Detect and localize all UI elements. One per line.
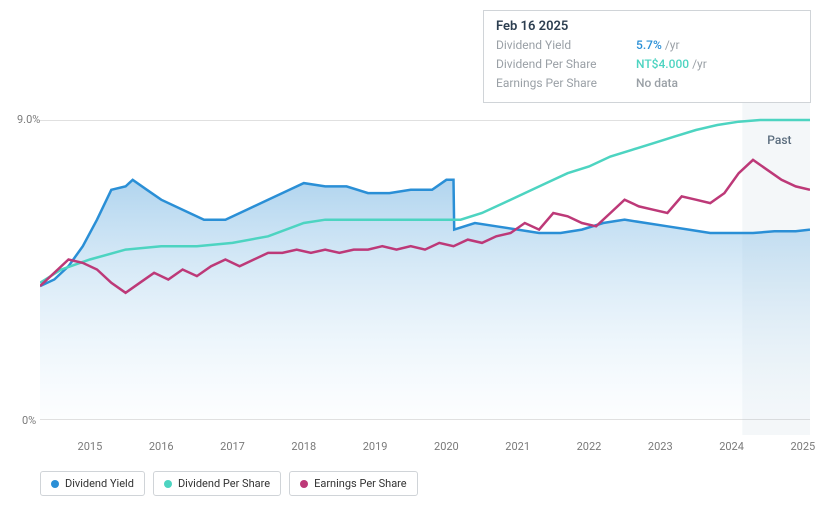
legend-dot-icon [300, 480, 308, 488]
legend: Dividend Yield Dividend Per Share Earnings… [40, 471, 418, 496]
x-axis-tick: 2021 [505, 440, 530, 453]
x-axis-tick: 2018 [291, 440, 316, 453]
legend-item[interactable]: Earnings Per Share [289, 471, 418, 496]
tooltip-row: Dividend Per ShareNT$4.000/yr [496, 55, 798, 74]
legend-label: Earnings Per Share [314, 477, 407, 490]
tooltip-value: 5.7% [636, 36, 662, 55]
x-axis-tick: 2017 [220, 440, 245, 453]
x-axis-tick: 2025 [790, 440, 815, 453]
chart-container: 9.0% 0% Past 2015 2016 2017 2018 2019 2020 202… [0, 0, 821, 508]
past-label: Past [767, 133, 791, 147]
legend-item[interactable]: Dividend Per Share [153, 471, 281, 496]
dividend-yield-area [40, 180, 810, 419]
tooltip-box: Feb 16 2025 Dividend Yield5.7%/yrDividen… [483, 10, 811, 103]
tooltip-unit: /yr [692, 55, 707, 74]
x-axis-tick: 2015 [78, 440, 103, 453]
x-axis-tick: 2016 [149, 440, 174, 453]
legend-dot-icon [164, 480, 172, 488]
tooltip-label: Dividend Yield [496, 36, 636, 55]
tooltip-value: No data [636, 74, 678, 93]
tooltip-date: Feb 16 2025 [496, 19, 798, 34]
tooltip-row: Dividend Yield5.7%/yr [496, 36, 798, 55]
tooltip-row: Earnings Per ShareNo data [496, 74, 798, 93]
legend-label: Dividend Per Share [178, 477, 270, 490]
tooltip-label: Earnings Per Share [496, 74, 636, 93]
y-axis-label-max: 9.0% [17, 113, 40, 126]
x-axis-tick: 2023 [648, 440, 673, 453]
x-axis-tick: 2022 [577, 440, 602, 453]
tooltip-value: NT$4.000 [636, 55, 689, 74]
x-axis-tick: 2024 [719, 440, 744, 453]
y-axis-label-min: 0% [22, 414, 36, 427]
tooltip-unit: /yr [665, 36, 680, 55]
legend-dot-icon [51, 480, 59, 488]
legend-label: Dividend Yield [65, 477, 134, 490]
x-axis-labels: 2015 2016 2017 2018 2019 2020 2021 2022 2023 2024… [40, 440, 810, 460]
x-axis-tick: 2020 [434, 440, 459, 453]
x-axis-tick: 2019 [363, 440, 388, 453]
legend-item[interactable]: Dividend Yield [40, 471, 145, 496]
tooltip-label: Dividend Per Share [496, 55, 636, 74]
